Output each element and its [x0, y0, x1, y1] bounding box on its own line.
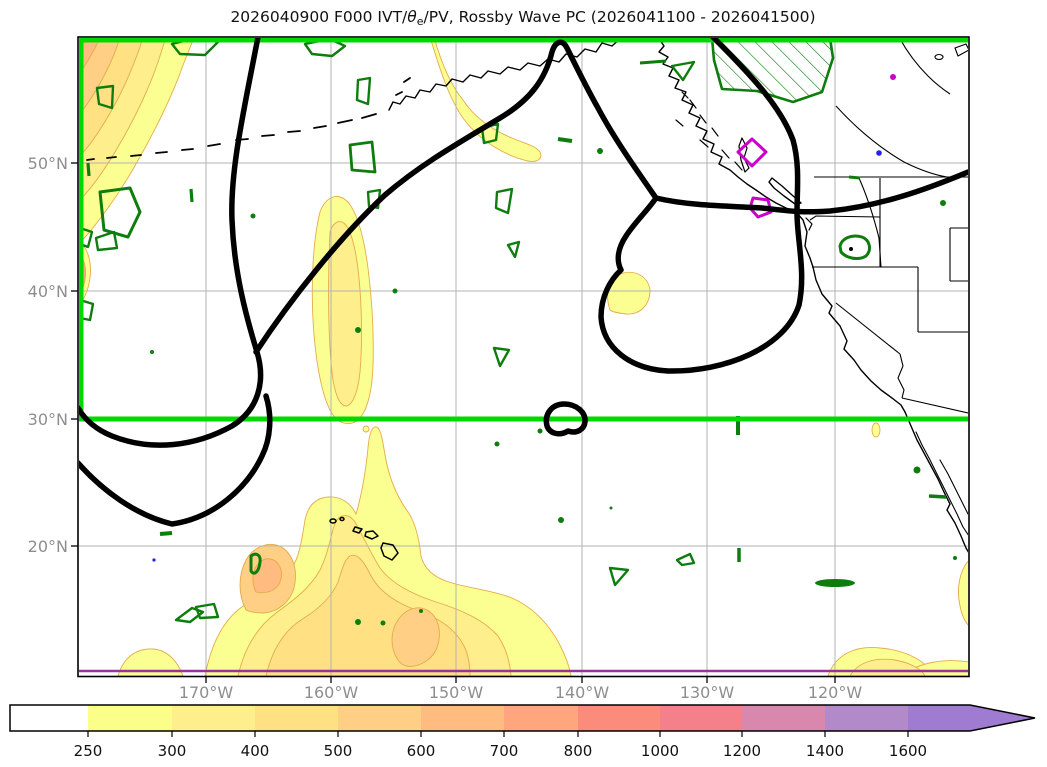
aleutian-islands [86, 77, 411, 161]
lat-label-50n: 50°N [28, 154, 68, 173]
thick-black-contours [79, 38, 968, 527]
hawaii-islands [329, 516, 399, 561]
colorbar-extend-arrow [970, 705, 1035, 731]
colorbar: 250 300 400 500 600 700 800 1000 1200 14… [9, 704, 1036, 760]
magenta-diamond [736, 137, 768, 168]
green-dots [150, 148, 957, 626]
cb-label-250: 250 [74, 742, 103, 760]
lon-tick-labels: 170°W 160°W 150°W 140°W 130°W 120°W [179, 683, 863, 702]
rossby-domain-box [79, 38, 968, 422]
us-west-coast [795, 211, 906, 413]
cb-label-700: 700 [490, 742, 519, 760]
lat-tick-labels: 50°N 40°N 30°N 20°N [28, 154, 68, 556]
lat-label-40n: 40°N [28, 282, 68, 301]
cb-label-600: 600 [407, 742, 436, 760]
colorbar-tick-labels: 250 300 400 500 600 700 800 1000 1200 14… [74, 742, 927, 760]
hatched-region-outline [710, 38, 835, 104]
baja-coast [904, 411, 968, 553]
colorbar-outline [9, 704, 1036, 732]
lat-label-20n: 20°N [28, 537, 68, 556]
cb-label-1600: 1600 [889, 742, 927, 760]
cb-label-500: 500 [324, 742, 353, 760]
cb-label-1000: 1000 [641, 742, 679, 760]
lon-label-150w: 150°W [429, 683, 484, 702]
map-plot-area [79, 38, 968, 676]
lon-label-120w: 120°W [808, 683, 863, 702]
lon-label-130w: 130°W [680, 683, 735, 702]
haida-gwaii [738, 137, 750, 173]
cb-label-1400: 1400 [806, 742, 844, 760]
lat-label-30n: 30°N [28, 410, 68, 429]
colorbar-ticks [87, 731, 909, 737]
lon-label-160w: 160°W [304, 683, 359, 702]
axis-ticks [71, 162, 836, 683]
bc-alaska-coast [657, 38, 797, 213]
blue-dots [152, 150, 882, 562]
lon-label-140w: 140°W [555, 683, 610, 702]
page-title: 2026040900 F000 IVT/θe/PV, Rossby Wave P… [230, 8, 815, 28]
cb-label-300: 300 [158, 742, 187, 760]
magenta-contours [79, 74, 968, 673]
coastlines [86, 38, 968, 561]
panhandle-islands [675, 91, 813, 231]
colorbar-segments [10, 705, 1035, 731]
lon-label-170w: 170°W [179, 683, 234, 702]
cb-label-400: 400 [241, 742, 270, 760]
map-frame [77, 36, 970, 678]
cb-label-1200: 1200 [723, 742, 761, 760]
cb-label-800: 800 [564, 742, 593, 760]
political-borders [809, 38, 968, 414]
